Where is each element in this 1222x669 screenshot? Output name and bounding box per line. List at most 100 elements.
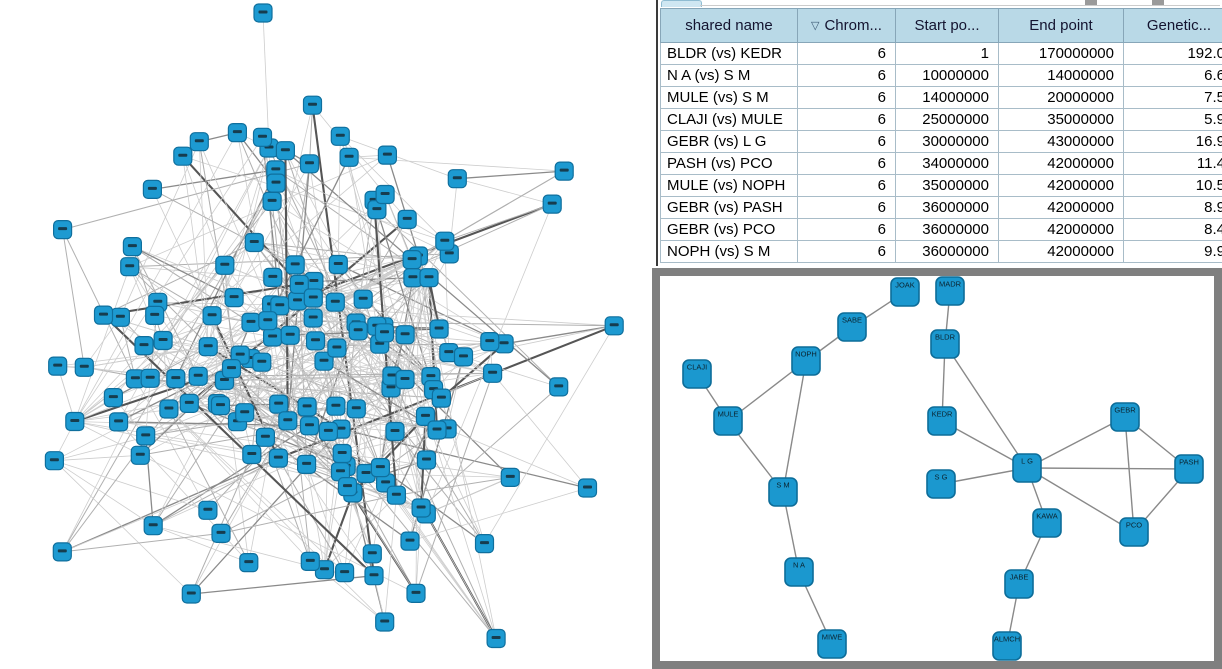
- network-node-jabe[interactable]: [1004, 569, 1034, 599]
- network-edge[interactable]: [140, 425, 310, 456]
- network-node-na[interactable]: [784, 557, 814, 587]
- network-edge[interactable]: [444, 203, 553, 242]
- network-edge[interactable]: [275, 169, 450, 255]
- network-edge[interactable]: [74, 137, 263, 422]
- column-header-endpoint[interactable]: End point: [998, 8, 1124, 43]
- network-edge[interactable]: [74, 354, 241, 422]
- network-edge[interactable]: [262, 12, 270, 149]
- network-edge[interactable]: [145, 361, 263, 437]
- network-edge[interactable]: [168, 182, 277, 410]
- network-edge[interactable]: [54, 454, 141, 462]
- network-edge[interactable]: [152, 457, 279, 527]
- network-node-miwe[interactable]: [817, 629, 847, 659]
- network-node-gebr[interactable]: [1110, 402, 1140, 432]
- network-edge[interactable]: [394, 277, 430, 432]
- network-edge[interactable]: [278, 356, 464, 405]
- network-edge[interactable]: [492, 373, 588, 489]
- network-edge[interactable]: [62, 229, 85, 368]
- network-edge[interactable]: [74, 315, 213, 422]
- network-edge[interactable]: [120, 141, 200, 318]
- column-header-sharedname[interactable]: shared name: [660, 8, 798, 43]
- network-node-bldr[interactable]: [930, 329, 960, 359]
- network-edge[interactable]: [168, 408, 345, 573]
- network-node-pco[interactable]: [1119, 517, 1149, 547]
- table-row[interactable]: BLDR (vs) KEDR 6 1 170000000 192.0: [660, 42, 1222, 65]
- network-edge[interactable]: [153, 525, 249, 563]
- network-edge[interactable]: [54, 460, 154, 527]
- network-node-claji[interactable]: [682, 359, 712, 389]
- network-edge[interactable]: [344, 492, 354, 573]
- network-edge[interactable]: [103, 242, 255, 316]
- network-edge[interactable]: [484, 325, 615, 544]
- network-edge[interactable]: [344, 482, 386, 573]
- network-edge[interactable]: [217, 325, 377, 404]
- network-node-lg[interactable]: [1012, 453, 1042, 483]
- network-edge[interactable]: [149, 346, 209, 379]
- network-node-sabe[interactable]: [837, 312, 867, 342]
- network-edge[interactable]: [168, 408, 311, 562]
- main-network-canvas[interactable]: [0, 0, 652, 669]
- network-edge[interactable]: [383, 326, 427, 514]
- network-edge[interactable]: [135, 378, 209, 511]
- network-edge[interactable]: [418, 255, 497, 639]
- network-edge[interactable]: [1026, 416, 1126, 469]
- network-edge[interactable]: [74, 266, 131, 422]
- network-edge[interactable]: [457, 170, 565, 180]
- network-edge[interactable]: [324, 494, 397, 570]
- network-node-madr[interactable]: [935, 276, 965, 306]
- network-edge[interactable]: [409, 487, 588, 542]
- network-edge[interactable]: [254, 242, 413, 261]
- column-header-chrom[interactable]: ▽ Chrom...: [797, 8, 896, 43]
- network-edge[interactable]: [379, 344, 381, 468]
- network-edge[interactable]: [503, 325, 615, 345]
- network-edge[interactable]: [376, 209, 435, 390]
- network-node-sg[interactable]: [926, 469, 956, 499]
- network-edge[interactable]: [1124, 416, 1135, 533]
- network-edge[interactable]: [168, 277, 274, 410]
- network-edge[interactable]: [294, 163, 310, 265]
- network-edge[interactable]: [323, 361, 367, 474]
- network-node-pash[interactable]: [1174, 454, 1204, 484]
- network-edge[interactable]: [426, 477, 511, 515]
- network-node-kedr[interactable]: [927, 406, 957, 436]
- network-edge[interactable]: [782, 360, 807, 493]
- network-edge[interactable]: [1026, 467, 1135, 533]
- network-edge[interactable]: [425, 513, 497, 639]
- table-tab-fragment[interactable]: [661, 0, 702, 7]
- network-edge[interactable]: [285, 150, 364, 300]
- network-edge[interactable]: [306, 464, 427, 515]
- network-edge[interactable]: [74, 132, 238, 422]
- network-edge[interactable]: [132, 246, 235, 299]
- network-edge[interactable]: [153, 525, 325, 571]
- network-edge[interactable]: [309, 105, 313, 164]
- network-node-sm[interactable]: [768, 477, 798, 507]
- network-edge[interactable]: [1026, 467, 1190, 470]
- network-edge[interactable]: [267, 157, 350, 321]
- network-edge[interactable]: [118, 346, 209, 423]
- network-edge[interactable]: [62, 532, 222, 553]
- network-edge[interactable]: [390, 387, 485, 544]
- network-edge[interactable]: [463, 356, 559, 388]
- network-edge[interactable]: [324, 471, 341, 570]
- network-node-noph[interactable]: [791, 346, 821, 376]
- network-edge[interactable]: [233, 147, 270, 298]
- network-edge[interactable]: [207, 265, 226, 347]
- network-node-joak[interactable]: [890, 277, 920, 307]
- network-edge[interactable]: [162, 340, 337, 407]
- network-edge[interactable]: [198, 372, 493, 377]
- network-node-kawa[interactable]: [1032, 508, 1062, 538]
- network-edge[interactable]: [944, 343, 1028, 469]
- network-edge[interactable]: [182, 155, 301, 286]
- network-edge[interactable]: [295, 255, 419, 266]
- network-edge[interactable]: [415, 373, 494, 594]
- network-edge[interactable]: [265, 436, 411, 542]
- network-edge[interactable]: [440, 343, 505, 399]
- network-edge[interactable]: [168, 408, 250, 563]
